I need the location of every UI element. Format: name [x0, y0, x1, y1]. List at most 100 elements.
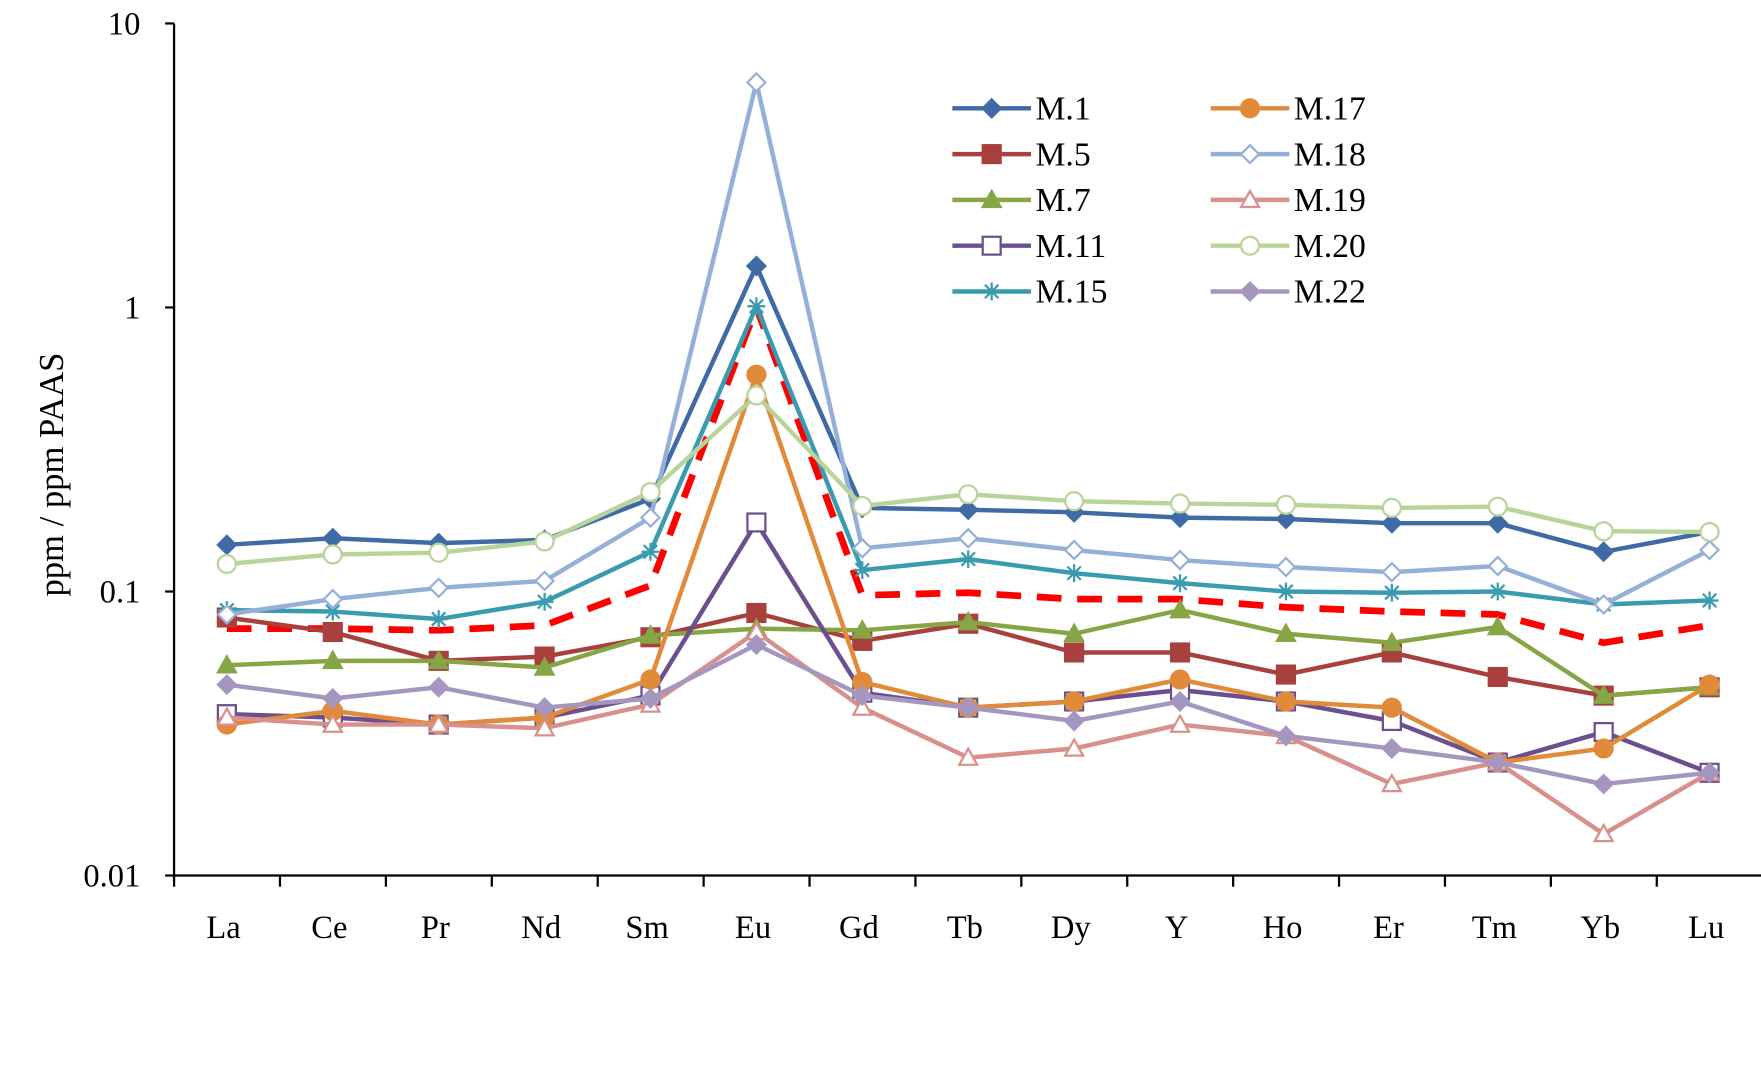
x-tick-label: Eu	[735, 910, 771, 946]
data-point	[641, 542, 660, 561]
data-point	[1382, 583, 1401, 602]
data-point	[851, 685, 873, 707]
series-m15-line	[226, 304, 1710, 622]
data-point	[1063, 539, 1085, 561]
data-point	[1381, 697, 1402, 718]
data-point	[1065, 564, 1084, 583]
data-point	[1700, 591, 1719, 610]
legend-marker	[1239, 143, 1261, 165]
data-point	[1169, 642, 1191, 663]
data-point	[323, 602, 342, 621]
legend: M.1 M.5 M.7 M.11 M.15 M.17 M.18 M.19 M.20 M.22	[952, 91, 1366, 311]
x-tick-label: Tm	[1472, 910, 1517, 946]
data-point	[216, 603, 238, 625]
legend-label: M.22	[1294, 274, 1366, 311]
x-tick-label: Ce	[311, 910, 347, 946]
series-m15	[217, 297, 1719, 628]
data-point	[745, 255, 767, 277]
series-m20	[216, 385, 1720, 575]
legend-marker	[980, 188, 1003, 209]
legend-entry: M.22	[1210, 274, 1366, 311]
legend-entry: M.15	[952, 274, 1108, 311]
data-point	[1381, 738, 1403, 760]
data-point	[216, 674, 238, 696]
data-point	[852, 495, 873, 517]
legend-entry: M.19	[1210, 182, 1366, 219]
data-point	[746, 385, 767, 406]
y-tick-label: 10	[108, 7, 141, 43]
legend-entry: M.1	[952, 91, 1091, 127]
data-point	[1698, 762, 1721, 784]
data-point	[1169, 669, 1191, 690]
x-tick-label: Y	[1165, 910, 1189, 946]
data-point	[216, 553, 237, 575]
data-point	[428, 542, 449, 563]
y-tick-label: 0.1	[100, 575, 141, 611]
data-point	[1169, 598, 1191, 619]
data-point	[957, 746, 980, 766]
series-m18	[216, 71, 1721, 625]
data-point	[533, 656, 556, 676]
data-point	[1698, 539, 1721, 561]
data-point	[745, 71, 767, 93]
data-point	[746, 364, 767, 385]
data-point	[322, 588, 344, 610]
x-tick-label: Yb	[1580, 910, 1620, 946]
data-point	[747, 297, 766, 316]
data-point	[957, 499, 979, 521]
data-point	[1064, 642, 1085, 663]
data-point	[533, 717, 556, 737]
data-point	[428, 676, 450, 698]
data-point	[321, 649, 344, 670]
data-point	[427, 649, 450, 670]
series-layer	[215, 71, 1721, 843]
data-point	[959, 550, 978, 569]
data-point	[639, 624, 662, 644]
legend-label: M.5	[1035, 136, 1090, 173]
data-point	[534, 697, 556, 719]
data-point	[640, 481, 661, 503]
data-point	[215, 706, 238, 726]
x-tick-label: Gd	[839, 910, 879, 946]
x-tick-label: Ho	[1263, 910, 1303, 946]
data-point	[1169, 713, 1191, 733]
legend-entry: M.20	[1210, 228, 1366, 265]
data-point	[1593, 593, 1615, 616]
legend-label: M.11	[1035, 228, 1106, 265]
data-point	[1381, 561, 1403, 583]
legend-marker	[1239, 188, 1261, 209]
data-point	[1275, 508, 1297, 530]
legend-label: M.7	[1035, 182, 1090, 219]
data-point	[957, 610, 980, 631]
legend-marker	[1239, 235, 1261, 256]
legend-label: M.17	[1294, 91, 1366, 128]
legend-entry: M.17	[1210, 91, 1366, 128]
data-point	[427, 713, 450, 733]
data-point	[746, 512, 767, 533]
data-point	[534, 531, 555, 552]
data-point	[957, 527, 979, 549]
data-point	[853, 561, 872, 579]
series-dashed-reference	[226, 304, 1711, 647]
x-tick-label: Sm	[625, 910, 668, 946]
data-point	[1592, 822, 1615, 843]
data-point	[1488, 582, 1507, 601]
legend-label: M.18	[1294, 136, 1366, 173]
data-point	[1487, 666, 1508, 688]
legend-marker	[1239, 98, 1261, 119]
data-point	[1063, 737, 1086, 757]
y-tick-label: 0.01	[83, 859, 140, 895]
x-tick-label: Er	[1373, 910, 1404, 946]
data-point	[1593, 721, 1614, 743]
data-point	[1487, 496, 1508, 517]
legend-marker	[981, 144, 1002, 165]
data-point	[322, 687, 344, 710]
data-point	[1275, 556, 1297, 578]
series-dashed-reference-line	[226, 304, 1711, 647]
data-point	[639, 687, 662, 710]
x-tick-label: La	[206, 910, 240, 946]
data-point	[1275, 691, 1297, 712]
legend-entry: M.11	[952, 228, 1106, 265]
x-tick-label: Lu	[1688, 910, 1724, 946]
